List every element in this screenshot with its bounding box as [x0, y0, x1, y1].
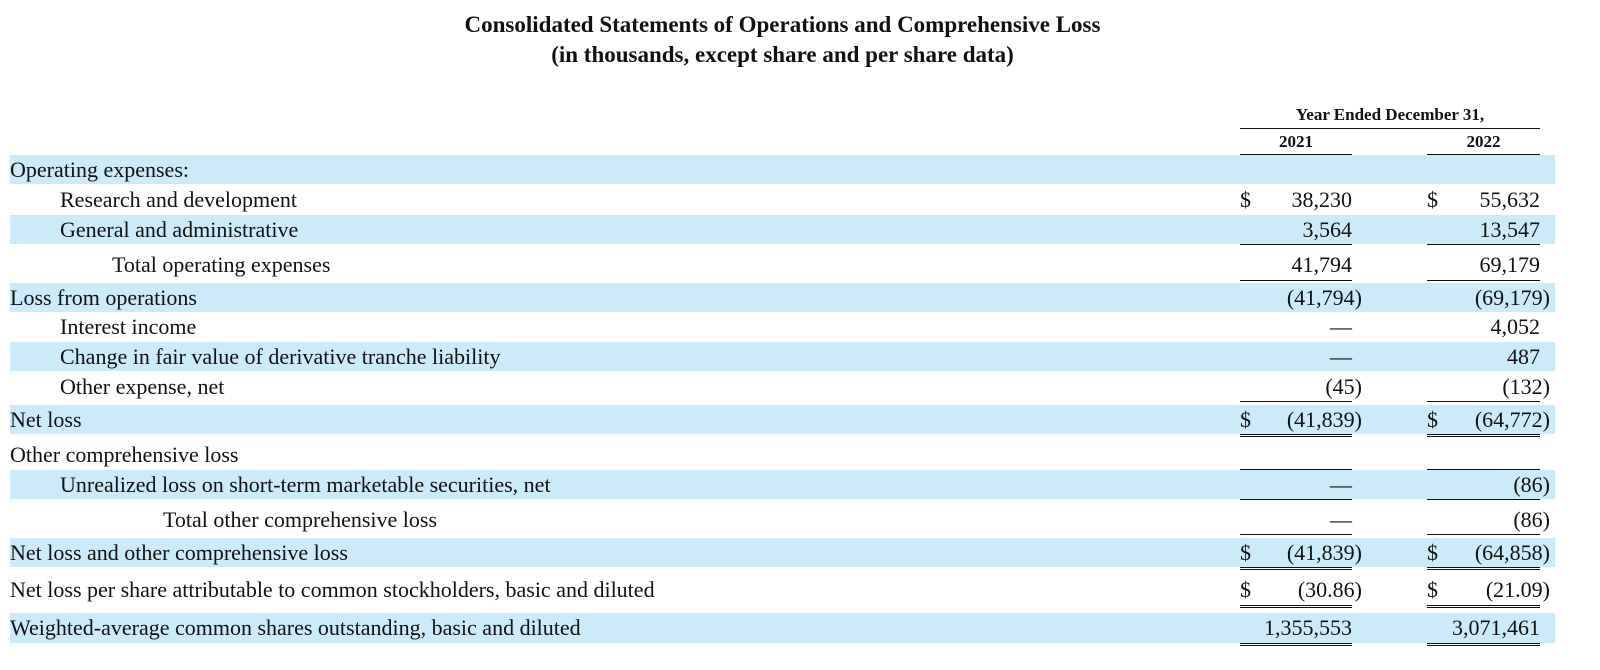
currency-sign: $ [1240, 540, 1251, 565]
cell-value: (45) [1325, 374, 1362, 399]
cell-value: (86) [1513, 472, 1550, 497]
rule [1427, 469, 1540, 470]
cell-value: (64,772) [1474, 407, 1550, 432]
rule [1240, 154, 1352, 155]
row-label: Net loss [10, 407, 82, 432]
row-label: Weighted-average common shares outstandi… [10, 615, 581, 640]
cell-value: 55,632 [1479, 187, 1541, 212]
rule [1427, 434, 1540, 437]
rule [1240, 499, 1352, 500]
cell-value: — [1330, 344, 1352, 369]
row-label: Other expense, net [60, 374, 225, 399]
row-label: Change in fair value of derivative tranc… [60, 344, 501, 369]
row-label: Total other comprehensive loss [163, 507, 438, 532]
rule [1427, 534, 1540, 535]
row-label: General and administrative [60, 217, 299, 242]
rule [1240, 469, 1352, 470]
row-band [10, 613, 1555, 643]
period-label: Year Ended December 31, [1295, 105, 1485, 124]
rule [1427, 643, 1540, 646]
currency-sign: $ [1240, 407, 1251, 432]
cell-value: (41,839) [1286, 407, 1362, 432]
row-label: Loss from operations [10, 285, 197, 310]
rule [1240, 128, 1540, 129]
cell-value: 487 [1507, 344, 1540, 369]
row-band [10, 470, 1555, 499]
row-band [10, 215, 1555, 244]
cell-value: — [1330, 314, 1352, 339]
row-label: Unrealized loss on short-term marketable… [60, 472, 551, 497]
cell-value: — [1330, 507, 1352, 532]
currency-sign: $ [1240, 577, 1251, 602]
rule [1240, 643, 1352, 646]
rule [1427, 499, 1540, 500]
subtitle: (in thousands, except share and per shar… [551, 42, 1014, 67]
cell-value: (41,794) [1286, 285, 1362, 310]
currency-sign: $ [1427, 577, 1438, 602]
rule [1427, 567, 1540, 570]
rule [1240, 434, 1352, 437]
column-header: 2021 [1279, 132, 1313, 151]
row-label: Interest income [60, 314, 197, 339]
cell-value: 13,547 [1479, 217, 1541, 242]
cell-value: 1,355,553 [1264, 615, 1352, 640]
cell-value: 3,564 [1302, 217, 1353, 242]
rule [1240, 605, 1352, 608]
rule [1240, 401, 1352, 402]
cell-value: 38,230 [1291, 187, 1353, 212]
rule [1240, 567, 1352, 570]
row-band [10, 342, 1555, 371]
cell-value: — [1330, 472, 1352, 497]
row-label: Total operating expenses [112, 252, 331, 277]
rule [1427, 244, 1540, 245]
rule [1427, 154, 1540, 155]
rule [1427, 605, 1540, 608]
rule [1240, 534, 1352, 535]
row-label: Net loss and other comprehensive loss [10, 540, 348, 565]
cell-value: (64,858) [1474, 540, 1550, 565]
cell-value: 4,052 [1490, 314, 1541, 339]
currency-sign: $ [1427, 540, 1438, 565]
cell-value: 41,794 [1291, 252, 1353, 277]
row-label: Other comprehensive loss [10, 442, 239, 467]
currency-sign: $ [1240, 187, 1251, 212]
row-band [10, 538, 1555, 567]
cell-value: (41,839) [1286, 540, 1362, 565]
cell-value: (30.86) [1297, 577, 1362, 602]
cell-value: 3,071,461 [1452, 615, 1540, 640]
cell-value: (21.09) [1485, 577, 1550, 602]
currency-sign: $ [1427, 187, 1438, 212]
row-label: Operating expenses: [10, 157, 189, 182]
row-band [10, 283, 1555, 312]
row-label: Research and development [60, 187, 298, 212]
cell-value: (69,179) [1474, 285, 1550, 310]
rule [1240, 280, 1352, 281]
title: Consolidated Statements of Operations an… [464, 12, 1101, 37]
row-band [10, 405, 1555, 434]
cell-value: (86) [1513, 507, 1550, 532]
column-header: 2022 [1466, 132, 1501, 151]
row-band [10, 155, 1555, 184]
rule [1427, 280, 1540, 281]
rule [1240, 244, 1352, 245]
cell-value: (132) [1502, 374, 1550, 399]
currency-sign: $ [1427, 407, 1438, 432]
rule [1427, 401, 1540, 402]
cell-value: 69,179 [1479, 252, 1541, 277]
row-label: Net loss per share attributable to commo… [10, 577, 655, 602]
